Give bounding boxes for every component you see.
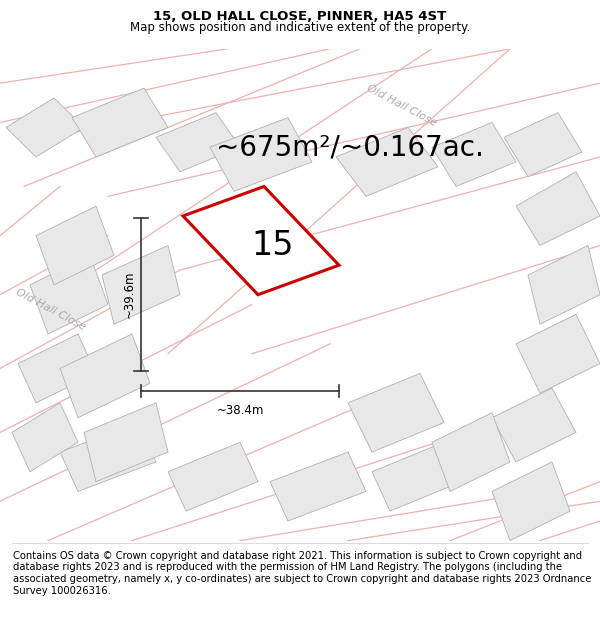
- Polygon shape: [432, 412, 510, 491]
- Polygon shape: [492, 462, 570, 541]
- Text: 15, OLD HALL CLOSE, PINNER, HA5 4ST: 15, OLD HALL CLOSE, PINNER, HA5 4ST: [154, 10, 446, 22]
- Polygon shape: [210, 118, 312, 191]
- Text: ~39.6m: ~39.6m: [123, 271, 136, 318]
- Text: Old Hall Close: Old Hall Close: [14, 287, 88, 332]
- Polygon shape: [372, 442, 462, 511]
- Polygon shape: [516, 314, 600, 393]
- Polygon shape: [60, 422, 156, 491]
- Polygon shape: [84, 403, 168, 482]
- Polygon shape: [12, 403, 78, 472]
- Polygon shape: [18, 334, 96, 403]
- Text: Map shows position and indicative extent of the property.: Map shows position and indicative extent…: [130, 21, 470, 34]
- Polygon shape: [168, 442, 258, 511]
- Text: Contains OS data © Crown copyright and database right 2021. This information is : Contains OS data © Crown copyright and d…: [13, 551, 592, 596]
- Polygon shape: [6, 98, 84, 157]
- Polygon shape: [60, 334, 150, 418]
- Polygon shape: [30, 256, 108, 334]
- Polygon shape: [336, 127, 438, 196]
- Polygon shape: [183, 186, 339, 294]
- Polygon shape: [504, 112, 582, 177]
- Polygon shape: [72, 88, 168, 157]
- Polygon shape: [36, 206, 114, 285]
- Polygon shape: [156, 112, 240, 172]
- Text: 15: 15: [252, 229, 294, 262]
- Polygon shape: [516, 172, 600, 246]
- Polygon shape: [102, 246, 180, 324]
- Polygon shape: [492, 388, 576, 462]
- Polygon shape: [270, 452, 366, 521]
- Polygon shape: [348, 373, 444, 452]
- Polygon shape: [432, 122, 516, 186]
- Text: ~675m²/~0.167ac.: ~675m²/~0.167ac.: [216, 133, 484, 161]
- Text: Old Hall Close: Old Hall Close: [365, 82, 439, 128]
- Polygon shape: [528, 246, 600, 324]
- Text: ~38.4m: ~38.4m: [217, 404, 263, 418]
